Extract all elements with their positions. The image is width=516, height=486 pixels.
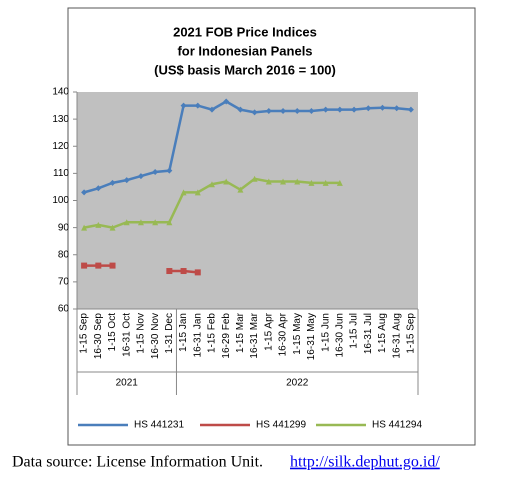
marker [123, 177, 130, 184]
marker [351, 106, 358, 113]
marker [180, 102, 187, 109]
y-tick-label: 70 [58, 277, 70, 288]
x-tick-label: 16-30 Apr [278, 312, 289, 356]
marker [81, 224, 88, 231]
marker [180, 189, 187, 196]
y-tick-label: 140 [52, 87, 69, 98]
marker [95, 221, 102, 228]
legend-label: HS 441294 [372, 420, 422, 431]
marker [208, 106, 215, 113]
marker [109, 224, 116, 231]
x-tick-label: 16-29 Feb [221, 313, 232, 359]
marker [208, 181, 215, 188]
group-label: 2021 [116, 378, 139, 389]
chart-title: (US$ basis March 2016 = 100) [154, 62, 336, 77]
x-tick-label: 1-15 May [292, 313, 303, 355]
plot-area [77, 92, 418, 309]
marker [223, 98, 230, 105]
x-tick-label: 1-15 Mar [235, 312, 246, 353]
marker [393, 105, 400, 112]
marker [365, 105, 372, 112]
group-label: 2022 [286, 378, 309, 389]
marker [251, 109, 258, 116]
marker [336, 179, 343, 186]
marker [237, 186, 244, 193]
marker [379, 104, 386, 111]
marker [194, 102, 201, 109]
marker [109, 179, 116, 186]
marker [265, 178, 272, 185]
marker [294, 178, 301, 185]
chart-title: 2021 FOB Price Indices [173, 24, 317, 39]
marker [152, 169, 159, 176]
x-tick-label: 16-31 Jul [363, 313, 374, 354]
footer-link[interactable]: http://silk.dephut.go.id/ [290, 454, 440, 471]
marker [166, 219, 173, 226]
marker [336, 106, 343, 113]
marker [308, 179, 315, 186]
marker [81, 189, 88, 196]
x-tick-label: 16-30 Nov [150, 313, 161, 359]
chart-title: for Indonesian Panels [177, 43, 312, 58]
x-tick-label: 1-15 Sep [79, 313, 90, 354]
marker [308, 107, 315, 114]
x-tick-label: 16-31 May [306, 313, 317, 360]
marker [265, 107, 272, 114]
y-tick-label: 110 [53, 168, 69, 179]
marker [237, 106, 244, 113]
marker [166, 167, 173, 174]
y-tick-label: 60 [58, 304, 70, 315]
marker [123, 219, 130, 226]
x-tick-label: 1-15 Feb [207, 313, 218, 353]
marker [322, 106, 329, 113]
marker [194, 189, 201, 196]
x-tick-label: 1-15 Jul [349, 313, 360, 349]
marker [280, 107, 287, 114]
x-tick-label: 1-15 Jun [320, 313, 331, 352]
marker [407, 106, 414, 113]
marker [294, 107, 301, 114]
marker [322, 179, 329, 186]
legend-label: HS 441299 [256, 420, 306, 431]
marker [280, 178, 287, 185]
x-tick-label: 16-31 Oct [121, 313, 132, 357]
x-tick-label: 1-15 Apr [263, 312, 274, 350]
marker [180, 268, 187, 275]
x-tick-label: 1-15 Aug [377, 313, 388, 353]
marker [95, 185, 102, 192]
marker [223, 178, 230, 185]
x-tick-label: 16-31 Mar [249, 312, 260, 358]
y-tick-label: 90 [58, 222, 70, 233]
footer-text: Data source: License Information Unit. [12, 454, 263, 471]
x-tick-label: 1-15 Oct [107, 313, 118, 352]
marker [251, 175, 258, 182]
x-tick-label: 16-30 Jun [334, 313, 345, 357]
y-tick-label: 130 [52, 114, 69, 125]
x-tick-label: 1-31 Dec [164, 313, 175, 354]
legend-label: HS 441231 [134, 420, 184, 431]
marker [95, 262, 102, 269]
x-tick-label: 16-30 Sep [93, 313, 104, 360]
x-tick-label: 16-31 Jan [192, 313, 203, 357]
marker [81, 262, 88, 269]
x-tick-label: 16-31 Aug [391, 313, 402, 359]
marker [137, 173, 144, 180]
y-tick-label: 120 [52, 141, 69, 152]
x-tick-label: 1-15 Jan [178, 313, 189, 352]
marker [109, 262, 116, 269]
y-tick-label: 100 [52, 195, 69, 206]
y-tick-label: 80 [58, 249, 70, 260]
x-tick-label: 1-15 Nov [136, 313, 147, 354]
x-tick-label: 1-15 Sep [406, 313, 417, 354]
marker [152, 219, 159, 226]
marker [194, 269, 201, 276]
marker [166, 268, 173, 275]
marker [137, 219, 144, 226]
